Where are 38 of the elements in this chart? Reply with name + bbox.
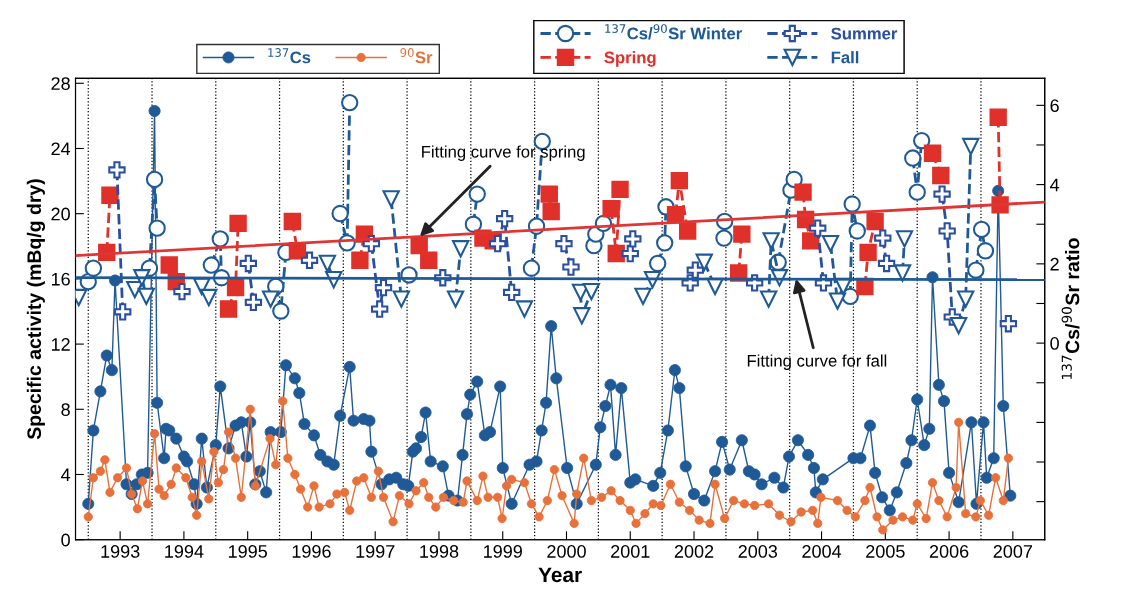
legend-label: $^{137}$Cs — [268, 48, 311, 64]
x-tick-label: 2003 — [738, 545, 778, 558]
y2-tick-label: 0 — [1050, 337, 1059, 350]
x-tick-label: 2001 — [611, 545, 650, 558]
legend-label: Fall — [831, 51, 859, 64]
x-tick-label: 1996 — [292, 545, 331, 558]
x-tick-label: 1995 — [228, 545, 267, 558]
x-tick-label: 2000 — [547, 545, 586, 558]
x-tick-label: 2005 — [866, 545, 905, 558]
annotation: Fitting curve for fall — [747, 354, 887, 370]
y-tick-label: 24 — [51, 142, 71, 156]
x-axis-title: Year — [538, 567, 582, 583]
y-tick-label: 12 — [51, 338, 70, 351]
x-tick-label: 1993 — [101, 545, 140, 558]
annotation: Fitting curve for spring — [422, 145, 585, 161]
y2-axis-title: $^{137}$Cs/$^{90}$Sr ratio — [1061, 238, 1080, 379]
x-tick-label: 2002 — [674, 545, 714, 558]
y2-tick-label: 6 — [1050, 99, 1059, 113]
y-tick-label: 0 — [61, 533, 70, 547]
legend-label: $^{137}$Cs/$^{90}$Sr Winter — [605, 24, 742, 40]
y2-tick-label: 2 — [1050, 257, 1059, 271]
y-tick-label: 8 — [61, 403, 70, 416]
x-tick-label: 2004 — [802, 545, 842, 558]
legend-label: $^{90}$Sr — [400, 48, 433, 64]
y-tick-label: 4 — [61, 468, 71, 482]
legend-label: Summer — [831, 27, 898, 40]
y-tick-label: 20 — [51, 207, 70, 221]
legend-label: Spring — [604, 51, 656, 67]
x-tick-label: 2006 — [929, 545, 969, 558]
x-tick-label: 1994 — [165, 545, 204, 558]
x-tick-label: 2007 — [993, 545, 1033, 558]
y-axis-title: Specific activity (mBq/g dry) — [26, 179, 46, 440]
x-tick-label: 1997 — [356, 545, 395, 558]
y-tick-label: 16 — [51, 272, 70, 286]
y-tick-label: 28 — [51, 77, 70, 90]
x-tick-label: 1998 — [420, 545, 459, 558]
y2-tick-label: 4 — [1050, 178, 1060, 192]
x-tick-label: 1999 — [484, 545, 522, 558]
